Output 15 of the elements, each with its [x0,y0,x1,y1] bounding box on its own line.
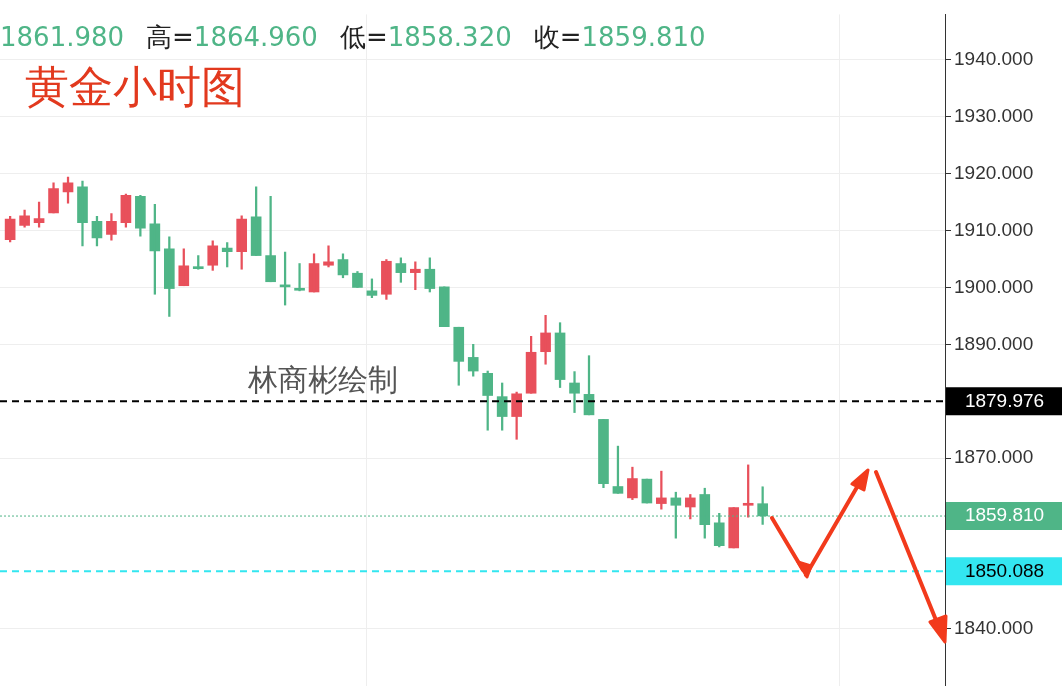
y-tick-label: 1900.000 [954,275,1034,297]
y-tick-label: 1910.000 [954,218,1034,240]
ref-line-label: 1850.088 [964,559,1045,581]
annotation: 林商彬绘制 [247,362,398,397]
y-tick-label: 1890.000 [954,332,1034,354]
y-tick-label: 1930.000 [954,105,1034,127]
y-tick-label: 1870.000 [954,446,1034,468]
chart-subtitle: 1861.980 高=1864.960 低=1858.320 收=1859.810 [0,22,706,52]
candlestick [192,255,204,270]
ref-line-label: 1859.810 [964,504,1045,526]
ref-line-label: 1879.976 [964,389,1045,411]
y-tick-label: 1920.000 [954,161,1034,183]
text: 黄金小时图 [25,61,245,112]
y-tick-label: 1940.000 [954,48,1034,70]
y-tick-label: 1840.000 [954,616,1034,638]
